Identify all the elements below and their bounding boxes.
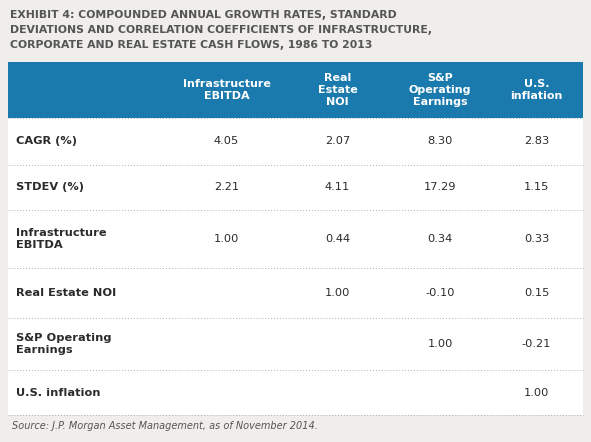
Bar	[8, 62, 583, 118]
Text: 0.15: 0.15	[524, 288, 549, 298]
Text: 4.11: 4.11	[325, 183, 350, 193]
Text: 8.30: 8.30	[427, 137, 453, 146]
Text: EXHIBIT 4: COMPOUNDED ANNUAL GROWTH RATES, STANDARD: EXHIBIT 4: COMPOUNDED ANNUAL GROWTH RATE…	[10, 10, 397, 20]
Text: U.S. inflation: U.S. inflation	[16, 388, 100, 397]
Text: 17.29: 17.29	[424, 183, 456, 193]
Text: CORPORATE AND REAL ESTATE CASH FLOWS, 1986 TO 2013: CORPORATE AND REAL ESTATE CASH FLOWS, 19…	[10, 40, 372, 50]
Text: Infrastructure
EBITDA: Infrastructure EBITDA	[183, 79, 271, 101]
Text: 4.05: 4.05	[214, 137, 239, 146]
Text: STDEV (%): STDEV (%)	[16, 183, 84, 193]
Text: -0.21: -0.21	[522, 339, 551, 349]
Text: 2.83: 2.83	[524, 137, 549, 146]
Text: 2.21: 2.21	[214, 183, 239, 193]
Text: 1.00: 1.00	[524, 388, 549, 397]
Text: Infrastructure
EBITDA: Infrastructure EBITDA	[16, 228, 106, 250]
Text: 1.15: 1.15	[524, 183, 549, 193]
Text: 0.44: 0.44	[325, 234, 350, 244]
Text: DEVIATIONS AND CORRELATION COEFFICIENTS OF INFRASTRUCTURE,: DEVIATIONS AND CORRELATION COEFFICIENTS …	[10, 25, 432, 35]
Bar	[8, 118, 583, 415]
Text: S&P
Operating
Earnings: S&P Operating Earnings	[409, 72, 471, 107]
Text: 0.34: 0.34	[427, 234, 453, 244]
Text: 1.00: 1.00	[427, 339, 453, 349]
Text: Source: J.P. Morgan Asset Management, as of November 2014.: Source: J.P. Morgan Asset Management, as…	[12, 421, 318, 431]
Text: Real
Estate
NOI: Real Estate NOI	[317, 72, 358, 107]
Text: 0.33: 0.33	[524, 234, 549, 244]
Text: 2.07: 2.07	[325, 137, 350, 146]
Text: CAGR (%): CAGR (%)	[16, 137, 77, 146]
Text: S&P Operating
Earnings: S&P Operating Earnings	[16, 333, 112, 355]
Text: -0.10: -0.10	[426, 288, 454, 298]
Text: 1.00: 1.00	[325, 288, 350, 298]
Text: U.S.
inflation: U.S. inflation	[510, 79, 563, 101]
Text: 1.00: 1.00	[214, 234, 239, 244]
Text: Real Estate NOI: Real Estate NOI	[16, 288, 116, 298]
